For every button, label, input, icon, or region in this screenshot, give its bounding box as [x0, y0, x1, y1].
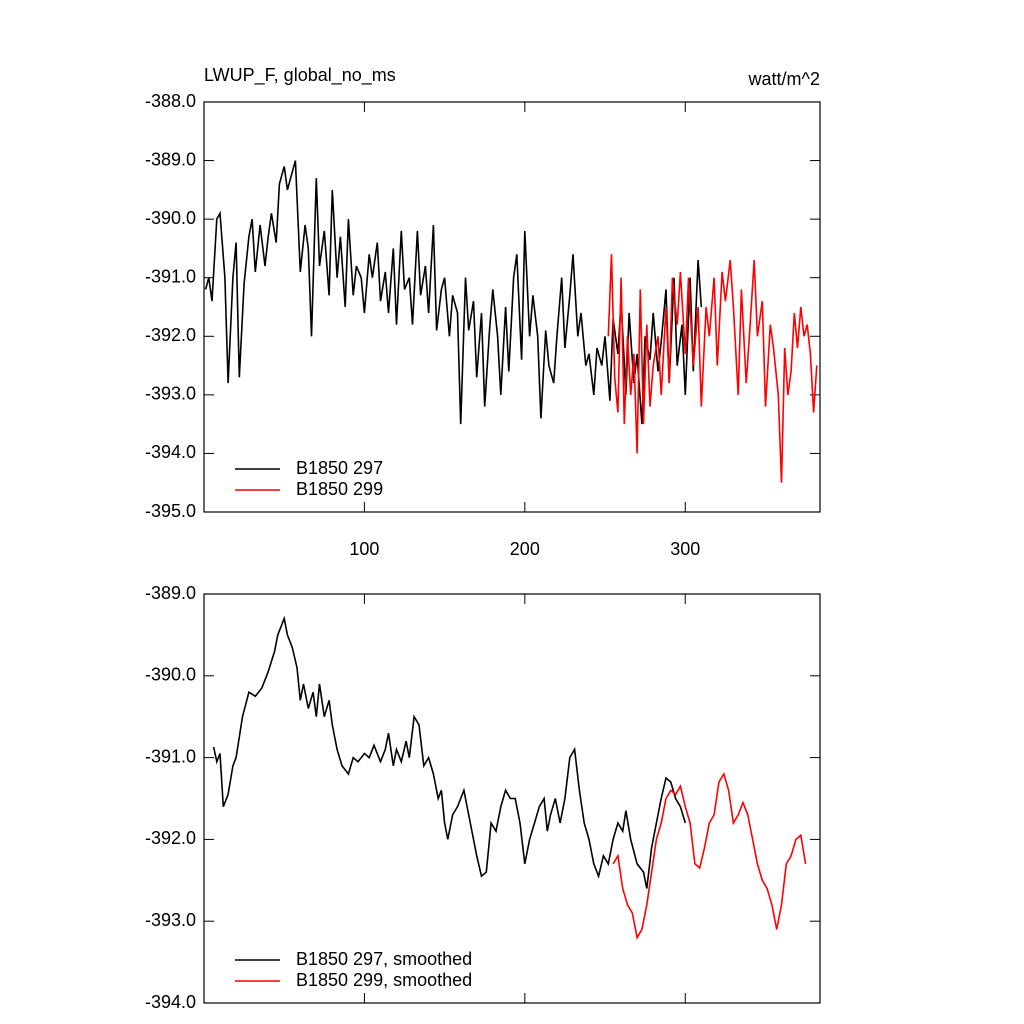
- plot-frame: [203, 593, 821, 1004]
- y-tick-label: -389.0: [145, 583, 196, 603]
- y-tick-label: -394.0: [145, 442, 196, 462]
- series-line: [612, 772, 807, 940]
- series-line: [212, 615, 687, 889]
- series-line: [607, 254, 818, 483]
- y-tick-label: -388.0: [145, 91, 196, 111]
- legend-label: B1850 299: [296, 479, 383, 499]
- y-tick-label: -391.0: [145, 746, 196, 766]
- y-tick-label: -390.0: [145, 208, 196, 228]
- x-tick-label: 300: [670, 539, 700, 559]
- chart-title: LWUP_F, global_no_ms: [204, 65, 396, 86]
- y-tick-label: -393.0: [145, 910, 196, 930]
- y-tick-label: -391.0: [145, 266, 196, 286]
- y-tick-label: -392.0: [145, 325, 196, 345]
- series-line: [204, 160, 703, 425]
- legend-label: B1850 297, smoothed: [296, 949, 472, 969]
- x-tick-label: 200: [510, 539, 540, 559]
- y-tick-label: -394.0: [145, 992, 196, 1012]
- y-tick-label: -392.0: [145, 828, 196, 848]
- legend-label: B1850 299, smoothed: [296, 970, 472, 990]
- plot-frame: [203, 101, 821, 513]
- y-tick-label: -393.0: [145, 384, 196, 404]
- y-tick-label: -389.0: [145, 149, 196, 169]
- y-tick-label: -395.0: [145, 501, 196, 521]
- y-tick-label: -390.0: [145, 665, 196, 685]
- units-label: watt/m^2: [748, 69, 820, 89]
- x-tick-label: 100: [349, 539, 379, 559]
- legend-label: B1850 297: [296, 458, 383, 478]
